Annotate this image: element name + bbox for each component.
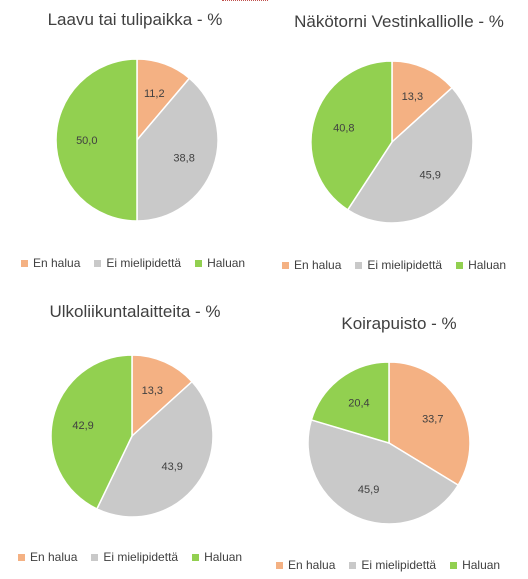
legend-item-en-halua: En halua [282,258,341,272]
legend-label: En halua [294,258,342,272]
slice-ei-mielipidetta [346,86,474,224]
pie-chart-koirapuisto: Koirapuisto - % 33,7 45,9 20,4 En halua Ei… [270,290,528,579]
legend-swatch [282,261,289,269]
data-label: 13,3 [402,91,423,103]
pie-svg: 11,2 38,8 50,0 [55,58,219,222]
legend-label: En halua [288,558,336,572]
legend-label: Ei mielipidettä [367,258,443,272]
chart-title: Ulkoliikuntalaitteita - % [49,302,221,321]
legend-item-ei-mielipidetta: Ei mielipidettä [349,558,436,572]
legend-label: En halua [33,256,81,270]
legend-label: Ei mielipidettä [103,550,179,564]
chart-title: Näkötorni Vestinkalliolle - % [294,12,504,31]
slice-en-halua [391,60,454,144]
slice-haluan [310,361,390,445]
pie-svg: 13,3 45,9 40,8 [310,60,474,224]
legend-label: Ei mielipidettä [361,558,437,572]
data-label: 43,9 [162,461,183,473]
legend-label: Haluan [468,258,507,272]
legend-label: Haluan [462,558,501,572]
slice-haluan [55,58,138,222]
pie-chart-ulkoliikunta: Ulkoliikuntalaitteita - % 13,3 43,9 42,9 E… [0,290,270,579]
legend-swatch [94,259,102,267]
slice-en-halua [388,361,471,487]
slice-ei-mielipidetta [136,77,219,222]
data-label: 40,8 [333,123,354,135]
legend: En halua Ei mielipidettä Haluan [282,258,506,272]
pie-svg: 13,3 43,9 42,9 [50,354,214,518]
slice-en-halua [131,354,194,438]
legend: En halua Ei mielipidettä Haluan [21,256,245,270]
top-divider [222,0,268,1]
legend-item-haluan: Haluan [450,558,500,572]
legend-item-ei-mielipidetta: Ei mielipidettä [355,258,442,272]
data-label: 20,4 [348,398,369,410]
legend-item-haluan: Haluan [195,256,245,270]
pie-svg: 33,7 45,9 20,4 [307,361,471,525]
data-label: 42,9 [72,420,93,432]
data-label: 45,9 [358,484,379,496]
slice-ei-mielipidetta [307,418,460,525]
slice-haluan [310,60,393,211]
legend-swatch [192,553,200,561]
legend-label: Haluan [204,550,243,564]
data-label: 33,7 [422,413,443,425]
slice-ei-mielipidetta [95,380,214,518]
legend-swatch [18,553,25,561]
legend-item-ei-mielipidetta: Ei mielipidettä [91,550,178,564]
legend-item-ei-mielipidetta: Ei mielipidettä [94,256,181,270]
legend-swatch [349,561,357,569]
legend-swatch [276,561,283,569]
data-label: 50,0 [76,135,97,147]
data-label: 13,3 [142,385,163,397]
legend-item-en-halua: En halua [276,558,335,572]
legend-label: Ei mielipidettä [106,256,182,270]
data-label: 38,8 [173,152,194,164]
slice-haluan [50,354,133,510]
legend: En halua Ei mielipidettä Haluan [276,558,500,572]
legend-swatch [450,561,458,569]
legend-label: Haluan [207,256,246,270]
pie-chart-laavu: Laavu tai tulipaikka - % 11,2 38,8 50,0 En… [0,0,270,290]
legend-swatch [456,261,464,269]
legend-swatch [91,553,99,561]
legend-swatch [21,259,28,267]
legend-item-haluan: Haluan [456,258,506,272]
pie-chart-nakotorni: Näkötorni Vestinkalliolle - % 13,3 45,9 40… [270,0,528,290]
data-label: 45,9 [419,170,440,182]
data-label: 11,2 [144,88,165,100]
legend-item-en-halua: En halua [18,550,77,564]
chart-title: Koirapuisto - % [341,314,457,333]
legend-item-haluan: Haluan [192,550,242,564]
legend-item-en-halua: En halua [21,256,80,270]
legend-swatch [355,261,363,269]
chart-title: Laavu tai tulipaikka - % [47,10,223,29]
legend: En halua Ei mielipidettä Haluan [18,550,242,564]
legend-swatch [195,259,203,267]
legend-label: En halua [30,550,78,564]
